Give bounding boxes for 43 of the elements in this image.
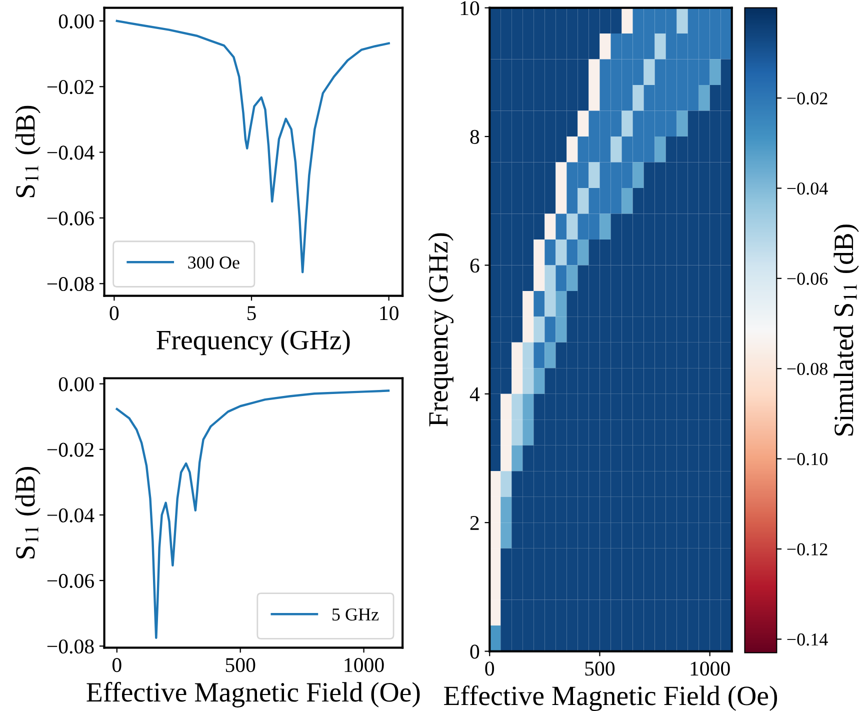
color-bar-label: −0.14 xyxy=(787,633,828,646)
line-series xyxy=(116,20,390,274)
x-tick-label: 0 xyxy=(110,306,119,320)
y-tick-label: 6 xyxy=(470,258,480,273)
y-tick-label: −0.02 xyxy=(47,442,94,457)
y-tick-label: −0.06 xyxy=(47,211,94,226)
color-bar-label: −0.12 xyxy=(787,543,828,556)
y-axis-title: Frequency (GHz) xyxy=(428,233,454,426)
y-tick-label: −0.04 xyxy=(47,146,94,160)
y-tick-label: 0.00 xyxy=(58,377,94,392)
x-axis-title: Effective Magnetic Field (Oe) xyxy=(444,685,778,711)
color-bar-label: −0.04 xyxy=(787,182,828,195)
color-bar-label: −0.02 xyxy=(787,92,828,105)
color-bar-title: Simulated S$_{11}$ (dB) xyxy=(834,224,859,436)
color-bar-label: −0.08 xyxy=(787,362,828,376)
color-bar-label: −0.10 xyxy=(787,453,828,466)
x-axis-title: Frequency (GHz) xyxy=(156,330,350,356)
y-tick-label: −0.02 xyxy=(47,80,94,94)
legend-label: 5 GHz xyxy=(332,608,379,621)
y-tick-label: −0.08 xyxy=(47,639,94,654)
y-axis-title: S$_{11}$ (dB) xyxy=(15,467,40,558)
y-tick-label: −0.04 xyxy=(47,508,94,522)
x-tick-label: 5 xyxy=(248,306,256,320)
y-tick-label: 8 xyxy=(470,130,480,144)
x-axis-title: Effective Magnetic Field (Oe) xyxy=(86,682,420,708)
y-tick-label: −0.06 xyxy=(47,574,94,588)
x-tick-label: 500 xyxy=(226,658,256,672)
y-tick-label: 0 xyxy=(470,644,480,659)
y-tick-label: 4 xyxy=(470,387,480,402)
y-tick-label: 0.00 xyxy=(58,14,94,28)
x-tick-label: 1000 xyxy=(690,662,730,676)
legend-label: 300 Oe xyxy=(188,256,240,269)
y-tick-label: −0.08 xyxy=(47,277,94,292)
x-tick-label: 0 xyxy=(112,658,122,672)
y-tick-label: 10 xyxy=(460,1,480,16)
x-tick-label: 500 xyxy=(585,662,615,676)
color-bar-label: −0.06 xyxy=(787,272,828,285)
y-axis-title: S$_{11}$ (dB) xyxy=(15,106,40,198)
y-tick-label: 2 xyxy=(470,516,479,530)
line-series xyxy=(116,390,390,639)
x-tick-label: 0 xyxy=(485,662,494,676)
x-tick-label: 1000 xyxy=(344,658,384,672)
x-tick-label: 10 xyxy=(380,306,398,320)
